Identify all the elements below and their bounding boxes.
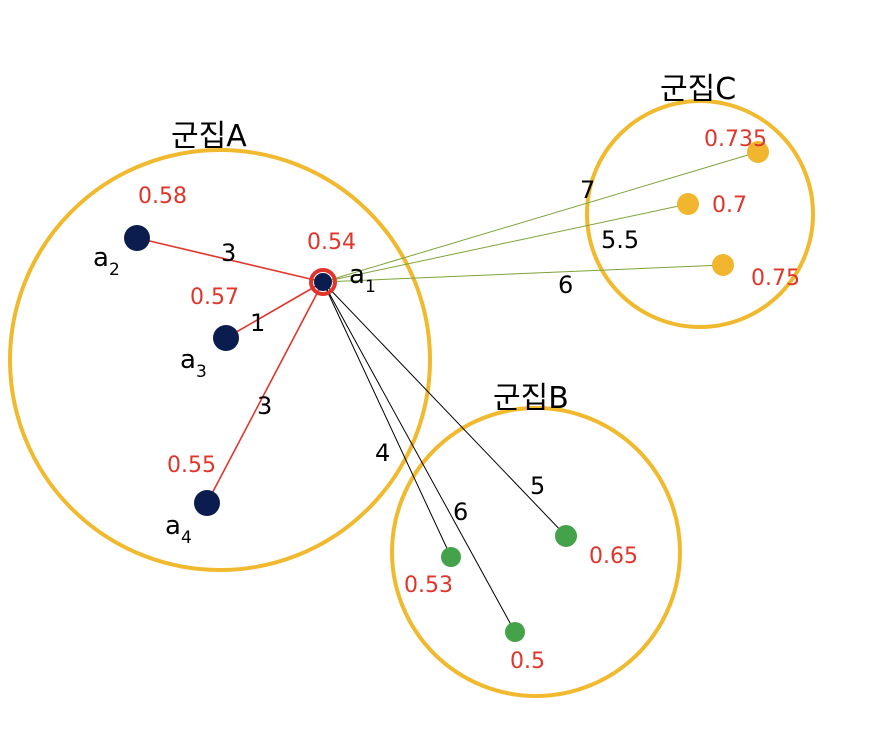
cluster-b-circle — [390, 406, 682, 698]
node-a3-letter: a — [180, 345, 196, 375]
cluster-a-circle — [8, 148, 432, 572]
node-a1-label: a1 — [349, 260, 376, 297]
node-a1-letter: a — [349, 260, 365, 290]
edges — [136, 151, 759, 633]
score-a4: 0.55 — [167, 453, 216, 478]
node-a4 — [194, 490, 220, 516]
distance-a1-c1: 7 — [580, 176, 595, 204]
distance-a1-b2: 6 — [453, 498, 468, 526]
edge-a1-c2 — [322, 203, 689, 283]
node-a1 — [314, 273, 332, 291]
node-a4-letter: a — [165, 511, 181, 541]
node-a1-subscript: 1 — [365, 277, 376, 297]
node-b1 — [441, 547, 461, 567]
node-b3 — [555, 525, 577, 547]
node-a2-letter: a — [93, 243, 109, 273]
cluster-c-circle — [585, 99, 815, 329]
score-a2: 0.58 — [138, 184, 187, 209]
score-c2: 0.7 — [712, 193, 747, 218]
edge-a1-a4 — [206, 281, 324, 504]
score-b2: 0.5 — [510, 649, 545, 674]
node-a2-label: a2 — [93, 243, 120, 280]
edge-a1-b1 — [322, 281, 452, 558]
node-c1 — [747, 141, 769, 163]
edge-a1-c3 — [322, 264, 724, 283]
score-a1: 0.54 — [307, 230, 356, 255]
distance-a1-b3: 5 — [530, 472, 545, 500]
distance-a1-c2: 5.5 — [601, 226, 639, 254]
node-b2 — [505, 622, 525, 642]
edge-a1-c1 — [322, 151, 759, 283]
cluster-b-title: 군집B — [493, 381, 569, 416]
score-b3: 0.65 — [589, 544, 638, 569]
score-a3: 0.57 — [190, 285, 239, 310]
distance-a1-a3: 1 — [250, 309, 265, 337]
node-a4-subscript: 4 — [181, 528, 192, 548]
score-c3: 0.75 — [751, 266, 800, 291]
node-a4-label: a4 — [165, 511, 192, 548]
node-a3 — [213, 325, 239, 351]
node-a2-subscript: 2 — [109, 260, 120, 280]
cluster-c-title: 군집C — [660, 72, 736, 107]
node-c2 — [677, 193, 699, 215]
node-c3 — [712, 254, 734, 276]
score-b1: 0.53 — [404, 573, 453, 598]
distance-a1-a4: 3 — [257, 392, 272, 420]
edge-a1-b3 — [322, 281, 567, 537]
edge-a1-a2 — [136, 237, 324, 283]
node-a3-subscript: 3 — [196, 362, 207, 382]
distance-a1-a2: 3 — [221, 239, 236, 267]
edge-a1-a3 — [225, 281, 324, 339]
node-a2 — [124, 225, 150, 251]
cluster-a-title: 군집A — [171, 119, 247, 154]
score-c1: 0.735 — [704, 127, 767, 152]
edge-a1-b2 — [322, 281, 516, 633]
node-a3-label: a3 — [180, 345, 207, 382]
distance-a1-b1: 4 — [375, 439, 390, 467]
distance-a1-c3: 6 — [558, 271, 573, 299]
node-a1-highlight-ring — [309, 268, 337, 296]
